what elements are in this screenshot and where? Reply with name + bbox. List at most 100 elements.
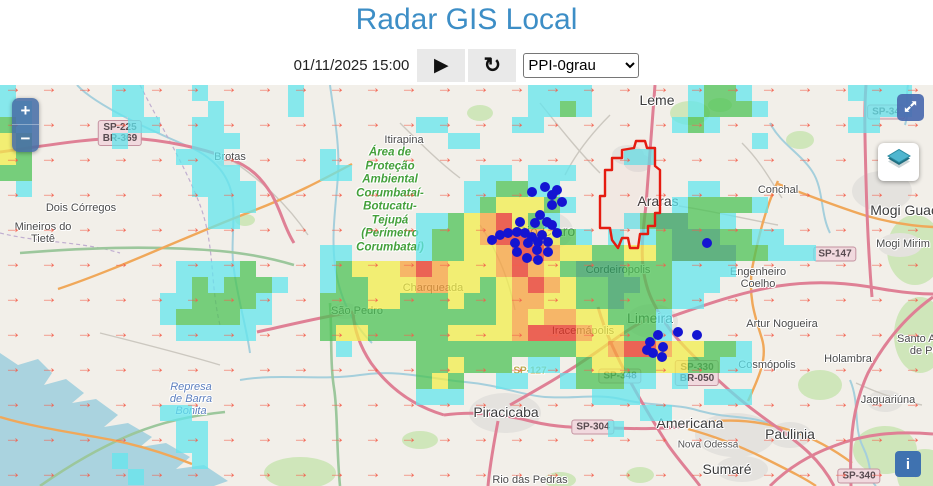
- wind-arrow: →: [580, 393, 598, 412]
- wind-arrow: →: [832, 148, 850, 167]
- wind-arrow: →: [184, 113, 202, 132]
- radar-cell: [688, 213, 704, 229]
- radar-cell: [352, 293, 368, 309]
- radar-cell: [528, 293, 544, 309]
- play-button[interactable]: ▶: [417, 49, 466, 82]
- radar-cell: [608, 325, 624, 341]
- radar-cell: [592, 277, 608, 293]
- wind-arrow: →: [148, 358, 166, 377]
- radar-cell: [320, 293, 336, 309]
- radar-cell: [384, 293, 400, 309]
- radar-cell: [656, 405, 672, 421]
- wind-arrow: →: [292, 428, 310, 447]
- radar-cell: [208, 165, 224, 181]
- lightning-dot: [515, 217, 525, 227]
- zoom-out-button[interactable]: −: [12, 125, 39, 152]
- wind-arrow: →: [364, 428, 382, 447]
- radar-cell: [464, 229, 480, 245]
- zoom-in-button[interactable]: +: [12, 98, 39, 125]
- radar-cell: [528, 261, 544, 277]
- wind-arrow: →: [688, 393, 706, 412]
- radar-cell: [768, 229, 784, 245]
- wind-arrow: →: [688, 183, 706, 202]
- radar-cell: [672, 245, 688, 261]
- radar-cell: [288, 101, 304, 117]
- protected-area-label: (Perímetro: [361, 227, 419, 240]
- radar-cell: [688, 117, 704, 133]
- wind-arrow: →: [544, 428, 562, 447]
- radar-cell: [416, 389, 432, 405]
- radar-cell: [704, 213, 720, 229]
- wind-arrow: →: [832, 428, 850, 447]
- radar-cell: [16, 165, 32, 181]
- radar-cell: [448, 389, 464, 405]
- radar-cell: [576, 277, 592, 293]
- radar-cell: [192, 325, 208, 341]
- radar-cell: [608, 261, 624, 277]
- radar-cell: [176, 325, 192, 341]
- wind-arrow: →: [256, 113, 274, 132]
- radar-cell: [448, 357, 464, 373]
- refresh-button[interactable]: ↻: [468, 49, 517, 82]
- reservoir-label: de Barra: [169, 393, 213, 405]
- radar-cell: [720, 101, 736, 117]
- lightning-dot: [692, 330, 702, 340]
- radar-cell: [528, 277, 544, 293]
- radar-cell: [704, 261, 720, 277]
- radar-cell: [640, 261, 656, 277]
- radar-cell: [464, 181, 480, 197]
- radar-cell: [208, 117, 224, 133]
- radar-cell: [240, 309, 256, 325]
- radar-cell: [192, 117, 208, 133]
- fullscreen-button[interactable]: [897, 94, 924, 121]
- radar-cell: [752, 245, 768, 261]
- radar-cell: [336, 341, 352, 357]
- wind-arrow: →: [112, 288, 130, 307]
- radar-cell: [864, 117, 880, 133]
- wind-arrow: →: [544, 253, 562, 272]
- radar-cell: [176, 405, 192, 421]
- wind-arrow: →: [436, 148, 454, 167]
- radar-cell: [288, 85, 304, 101]
- wind-arrow: →: [652, 218, 670, 237]
- wind-arrow: →: [904, 183, 922, 202]
- radar-cell: [592, 309, 608, 325]
- map-canvas[interactable]: LemeArarasRio ClaroLimeiraPiracicabaAmer…: [0, 85, 933, 486]
- radar-cell: [464, 357, 480, 373]
- info-button[interactable]: i: [895, 451, 921, 477]
- radar-cell: [704, 117, 720, 133]
- wind-arrow: →: [4, 148, 22, 167]
- radar-cell: [320, 149, 336, 165]
- radar-cell: [704, 245, 720, 261]
- radar-cell: [560, 373, 576, 389]
- wind-arrow: →: [724, 393, 742, 412]
- layers-button[interactable]: [878, 143, 919, 181]
- lightning-dot: [495, 230, 505, 240]
- radar-cell: [528, 309, 544, 325]
- wind-arrow: →: [832, 183, 850, 202]
- radar-cell: [208, 101, 224, 117]
- wind-arrow: →: [256, 428, 274, 447]
- wind-arrow: →: [904, 288, 922, 307]
- radar-cell: [112, 133, 128, 149]
- radar-cell: [192, 133, 208, 149]
- place-label: Holambra: [824, 353, 872, 365]
- wind-arrow: →: [868, 113, 886, 132]
- wind-arrow: →: [256, 183, 274, 202]
- radar-cell: [512, 293, 528, 309]
- scan-select[interactable]: PPI-0grau: [523, 53, 640, 78]
- radar-cell: [176, 309, 192, 325]
- radar-cell: [624, 357, 640, 373]
- place-label: Dois Córregos: [45, 202, 117, 214]
- radar-cell: [544, 341, 560, 357]
- wind-arrow: →: [832, 218, 850, 237]
- lightning-dot: [658, 342, 668, 352]
- radar-cell: [528, 357, 544, 373]
- wind-arrow: →: [76, 393, 94, 412]
- wind-arrow: →: [868, 218, 886, 237]
- place-label: Araras: [637, 193, 678, 209]
- wind-arrow: →: [220, 113, 238, 132]
- radar-cell: [464, 197, 480, 213]
- lightning-dot: [673, 327, 683, 337]
- wind-arrow: →: [832, 393, 850, 412]
